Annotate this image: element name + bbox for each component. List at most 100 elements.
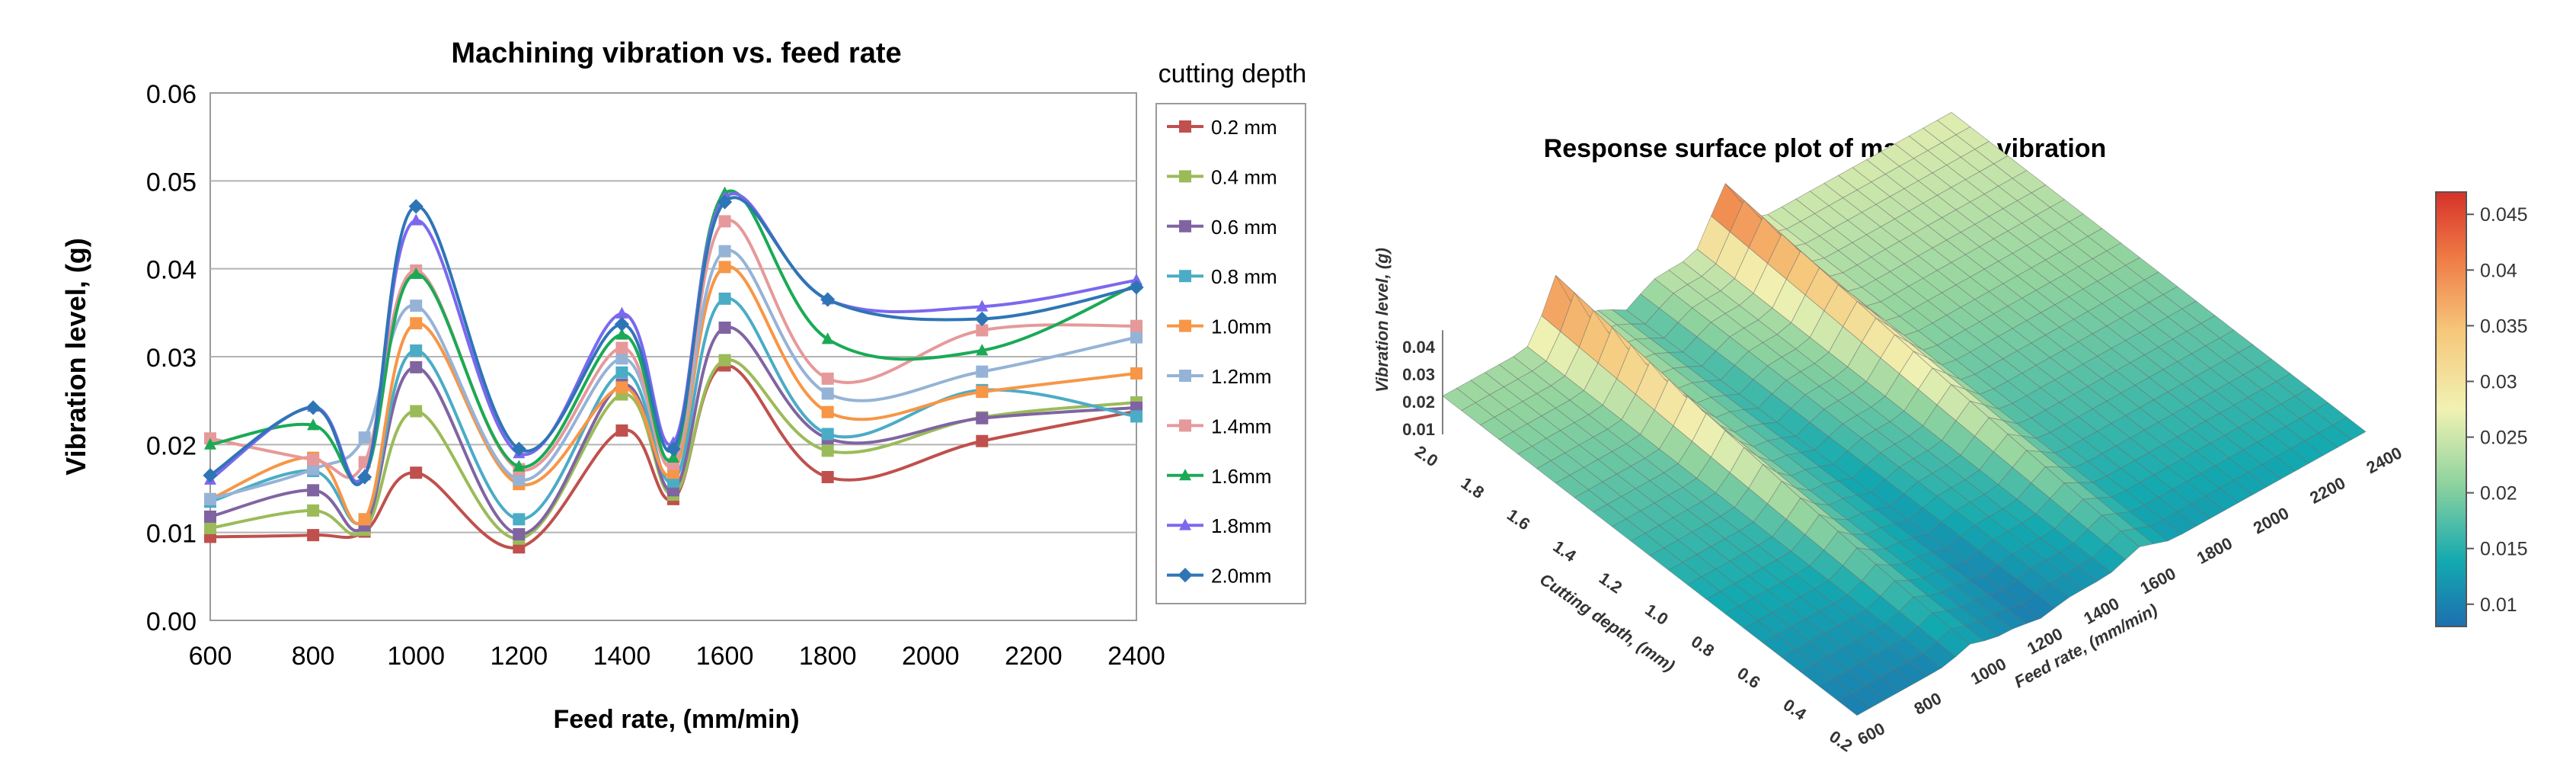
feed-rate-tick-label: 1800 xyxy=(2194,533,2236,568)
data-point xyxy=(1179,270,1191,283)
x-tick-label: 1400 xyxy=(593,642,651,671)
legend-item: 2.0mm xyxy=(1167,565,1271,588)
data-point xyxy=(615,424,628,437)
data-point xyxy=(410,360,423,373)
data-point xyxy=(204,510,216,523)
data-point xyxy=(615,306,628,319)
feed-rate-tick-label: 2200 xyxy=(2306,473,2348,508)
data-point xyxy=(821,332,834,344)
legend-item: 1.8mm xyxy=(1167,514,1271,537)
series-2.0mm xyxy=(203,194,1144,486)
data-point xyxy=(666,441,681,457)
feed-rate-tick-label: 2400 xyxy=(2363,443,2405,477)
data-point xyxy=(513,513,526,526)
z-tick-label: 0.02 xyxy=(1402,393,1435,412)
legend-box xyxy=(1155,103,1306,604)
legend-label: 1.0mm xyxy=(1211,316,1271,338)
data-point xyxy=(1179,370,1191,382)
colorbar-tick-label: 0.03 xyxy=(2480,371,2517,393)
colorbar-tick-label: 0.035 xyxy=(2480,316,2528,337)
colorbar-tick-label: 0.02 xyxy=(2480,483,2517,505)
x-tick-label: 1200 xyxy=(491,642,548,671)
data-point xyxy=(513,527,526,540)
data-point xyxy=(1130,319,1143,332)
x-tick-label: 800 xyxy=(292,642,335,671)
legend-item: 1.0mm xyxy=(1167,316,1271,338)
legend-label: 2.0mm xyxy=(1211,565,1271,588)
colorbar-ticks: 0.01 0.015 0.02 0.025 0.03 0.035 0.04 0.045 xyxy=(2466,204,2528,616)
y-axis-label: Vibration level, (g) xyxy=(60,238,91,475)
data-point xyxy=(821,471,834,484)
data-point xyxy=(615,341,628,354)
data-point xyxy=(307,463,320,476)
data-point xyxy=(307,529,320,542)
legend-item: 1.6mm xyxy=(1167,465,1271,488)
series-line xyxy=(209,219,1137,479)
data-point xyxy=(1178,568,1193,583)
depth-tick-label: 1.0 xyxy=(1641,600,1671,629)
data-point xyxy=(358,513,371,526)
data-point xyxy=(1130,367,1143,380)
legend-label: 1.4mm xyxy=(1211,415,1271,437)
data-point xyxy=(307,453,320,466)
data-point xyxy=(976,386,989,399)
data-point xyxy=(821,372,834,385)
series-1.2mm xyxy=(204,245,1143,505)
data-point xyxy=(410,344,423,357)
x-axis-ticks: 600 800 1000 1200 1400 1600 1800 2000 2200 2400 xyxy=(189,642,1165,671)
legend-item: 0.2 mm xyxy=(1167,116,1277,139)
data-point xyxy=(307,418,320,431)
legend-item: 0.8 mm xyxy=(1167,265,1277,288)
z-tick-label: 0.03 xyxy=(1402,365,1435,384)
data-point xyxy=(718,215,731,228)
data-point xyxy=(1179,219,1191,232)
legend-item: 1.2mm xyxy=(1167,365,1271,388)
data-point xyxy=(718,245,731,258)
data-point xyxy=(410,405,423,418)
data-point xyxy=(511,441,526,457)
data-point xyxy=(1179,469,1191,481)
y-tick-label: 0.04 xyxy=(146,256,197,285)
data-point xyxy=(1179,120,1191,133)
x-tick-label: 1000 xyxy=(387,642,445,671)
feed-rate-tick-label: 1600 xyxy=(2137,564,2179,598)
data-point xyxy=(615,366,628,379)
colorbar-tick-label: 0.025 xyxy=(2480,428,2528,449)
data-point xyxy=(203,468,218,483)
data-point xyxy=(614,316,630,332)
x-tick-label: 2000 xyxy=(902,642,960,671)
depth-tick-label: 0.8 xyxy=(1688,632,1718,661)
data-point xyxy=(307,504,320,517)
x-tick-label: 1800 xyxy=(799,642,857,671)
data-point xyxy=(667,450,679,463)
data-point xyxy=(976,324,989,337)
x-tick-label: 2200 xyxy=(1005,642,1063,671)
data-point xyxy=(1129,280,1144,295)
z-tick-label: 0.01 xyxy=(1402,420,1435,439)
colorbar-tick-label: 0.045 xyxy=(2480,204,2528,226)
series-lines xyxy=(203,186,1144,554)
legend-label: 1.2mm xyxy=(1211,365,1271,388)
data-point xyxy=(410,213,423,226)
legend-title: cutting depth xyxy=(1159,59,1307,88)
line-chart: Machining vibration vs. feed rate 0.000.… xyxy=(60,37,1306,734)
data-point xyxy=(821,428,834,441)
depth-tick-label: 2.0 xyxy=(1411,442,1441,471)
data-point xyxy=(204,437,216,450)
line-chart-title: Machining vibration vs. feed rate xyxy=(451,37,901,69)
colorbar xyxy=(2435,191,2467,627)
legend-label: 0.6 mm xyxy=(1211,216,1277,239)
legend-label: 0.4 mm xyxy=(1211,165,1277,188)
data-point xyxy=(410,466,423,479)
y-tick-label: 0.06 xyxy=(146,80,197,109)
data-point xyxy=(974,311,989,327)
data-point xyxy=(410,267,423,279)
depth-tick-label: 0.6 xyxy=(1734,663,1763,692)
data-point xyxy=(1179,419,1191,432)
data-point xyxy=(615,352,628,365)
feed-rate-tick-label: 2000 xyxy=(2250,503,2292,537)
series-line xyxy=(209,196,1137,486)
x-tick-label: 600 xyxy=(189,642,232,671)
